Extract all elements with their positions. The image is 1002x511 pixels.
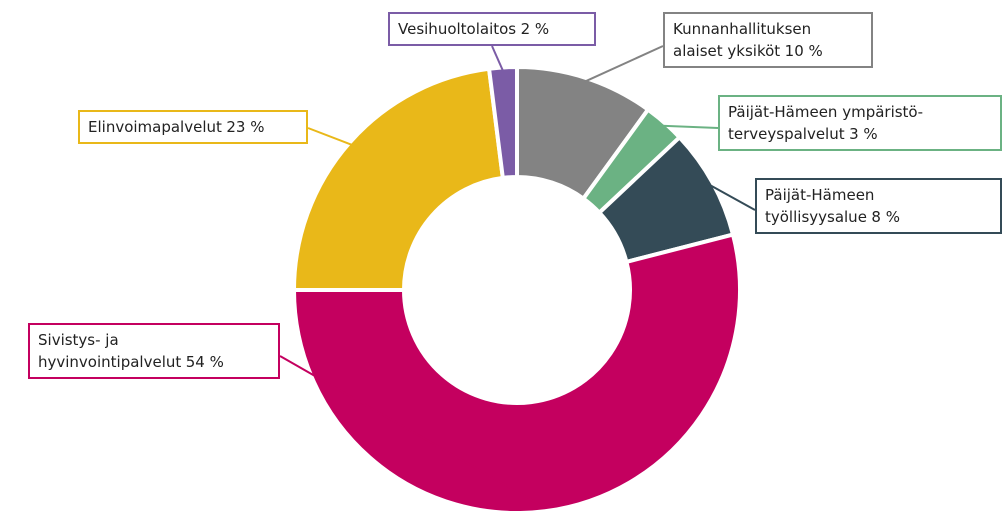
value-label: 54 %	[185, 353, 224, 371]
slice-label: Kunnanhallituksen alaiset yksiköt 10 %	[663, 12, 873, 68]
leader-line	[279, 355, 545, 509]
category-name: Päijät-Hämeen ympäristö­terveyspalvelut	[728, 103, 924, 143]
leader-line	[307, 127, 354, 147]
category-name: Päijät-Hämeen työllisyysalue	[765, 186, 875, 226]
category-name: Elinvoimapalvelut	[88, 118, 222, 136]
value-label: 3 %	[849, 125, 878, 143]
value-label: 23 %	[226, 118, 265, 136]
category-name: Kunnanhallituksen alaiset yksiköt	[673, 20, 812, 60]
donut-slice	[291, 66, 506, 292]
slice-label: Päijät-Hämeen ympäristö­terveyspalvelut 3…	[718, 95, 1002, 151]
leader-line	[584, 45, 664, 83]
slice-label: Päijät-Hämeen työllisyysalue 8 %	[755, 178, 1002, 234]
leader-line	[491, 45, 505, 72]
slice-label: Elinvoimapalvelut 23 %	[78, 110, 308, 144]
category-name: Sivistys- ja hyvinvointipalvelut	[38, 331, 182, 371]
leader-line	[661, 124, 719, 129]
donut-slice	[486, 64, 519, 181]
donut-slice	[291, 232, 742, 511]
category-name: Vesihuoltolaitos	[398, 20, 517, 38]
slice-label: Vesihuoltolaitos 2 %	[388, 12, 596, 46]
slice-label: Sivistys- ja hyvinvointipalvelut 54 %	[28, 323, 280, 379]
value-label: 10 %	[784, 42, 823, 60]
value-label: 2 %	[520, 20, 550, 38]
value-label: 8 %	[871, 208, 900, 226]
leader-line	[708, 183, 756, 211]
